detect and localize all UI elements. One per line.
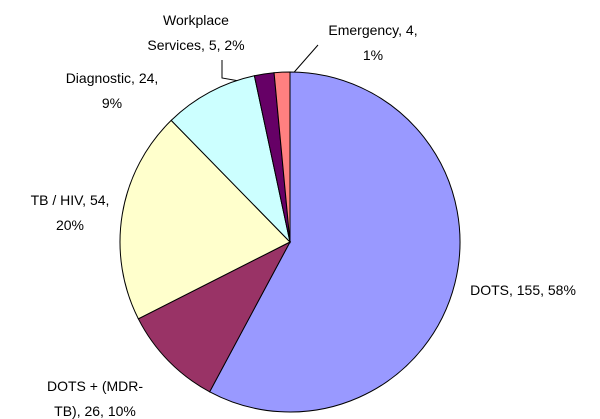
data-label: TB / HIV, 54, 20%	[31, 192, 110, 233]
pie-slice	[137, 240, 292, 393]
data-label: DOTS + (MDR-TB), 26, 10%	[47, 378, 143, 419]
data-label: Diagnostic, 24, 9%	[66, 70, 159, 111]
pie-slice	[208, 71, 461, 413]
data-label: Workplace Services, 5, 2%	[147, 12, 244, 53]
pie-slice	[273, 71, 291, 243]
pie-slice	[119, 119, 291, 320]
data-label: DOTS, 155, 58%	[470, 282, 576, 298]
pie-slice	[170, 75, 291, 244]
data-label: Emergency, 4, 1%	[328, 22, 417, 63]
